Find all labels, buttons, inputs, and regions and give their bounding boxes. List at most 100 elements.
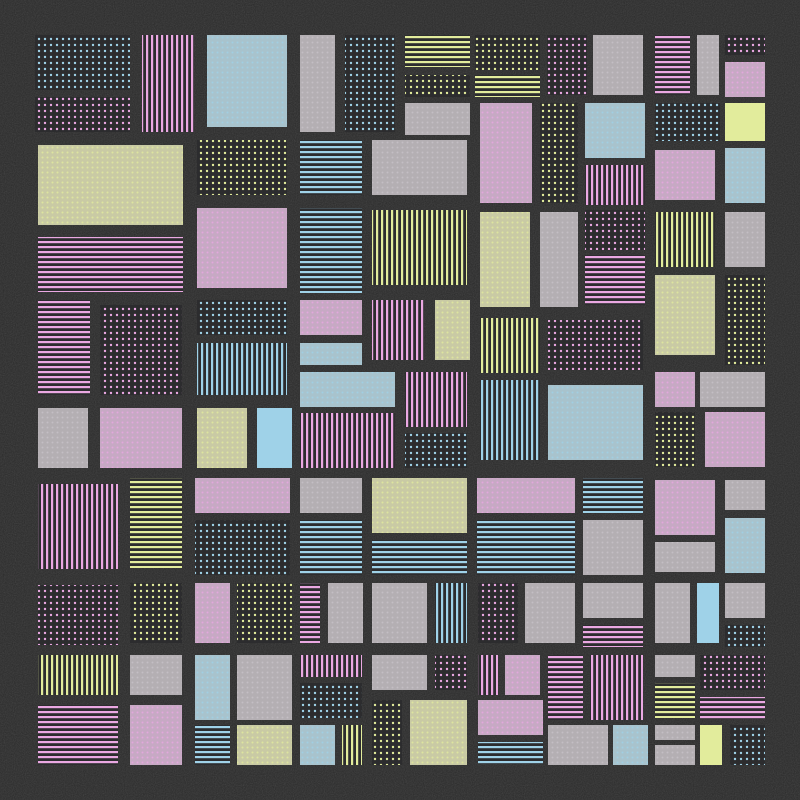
tile-blue-horizontal-lines — [195, 725, 230, 765]
tile-pink-vertical-lines — [300, 413, 395, 468]
tile-blue-dotted-fill — [585, 103, 645, 158]
tile-blue-solid — [697, 583, 719, 643]
tile-pink-dotted-fill — [655, 480, 715, 535]
tile-pink-vertical-lines — [142, 35, 194, 132]
tile-pink-dots — [478, 583, 518, 643]
tile-yellow-dots — [237, 583, 292, 643]
tile-yellow-dots — [655, 412, 695, 467]
tile-yellow-dotted-fill — [410, 700, 467, 765]
tile-blue-dotted-fill — [548, 385, 643, 460]
tile-yellow-horizontal-lines — [130, 478, 182, 568]
tile-pink-dots — [585, 210, 645, 250]
tile-yellow-dotted-fill — [237, 725, 292, 765]
tile-gray-dotted-fill — [540, 212, 578, 307]
tile-gray-dotted-fill — [300, 478, 362, 513]
tile-blue-horizontal-lines — [477, 520, 575, 575]
tile-blue-dotted-fill — [195, 655, 230, 720]
tile-blue-dotted-fill — [207, 35, 287, 127]
tile-yellow-horizontal-lines — [475, 75, 540, 97]
tile-pink-dotted-fill — [655, 372, 695, 407]
tile-yellow-dotted-fill — [655, 275, 715, 355]
tile-blue-vertical-lines — [480, 380, 540, 460]
tile-blue-dotted-fill — [300, 372, 395, 407]
tile-gray-dotted-fill — [725, 480, 765, 510]
tile-yellow-horizontal-lines — [405, 35, 470, 67]
tile-blue-horizontal-lines — [372, 540, 467, 575]
tile-yellow-dots — [197, 140, 287, 195]
tile-gray-dotted-fill — [328, 583, 363, 643]
tile-gray-dotted-fill — [655, 542, 715, 572]
tile-blue-dots — [725, 625, 765, 647]
tile-yellow-dots — [405, 75, 470, 97]
tile-blue-horizontal-lines — [300, 208, 362, 293]
tile-gray-dotted-fill — [372, 140, 467, 195]
tile-blue-dotted-fill — [725, 148, 765, 203]
tile-pink-dotted-fill — [725, 62, 765, 97]
tile-blue-horizontal-lines — [478, 742, 543, 764]
tile-pink-dots — [38, 585, 118, 645]
tile-blue-dots — [35, 35, 130, 90]
tile-gray-dotted-fill — [372, 583, 427, 643]
tile-yellow-dotted-fill — [197, 408, 247, 468]
tile-yellow-solid — [725, 103, 765, 141]
tile-gray-dotted-fill — [372, 655, 427, 690]
tile-pink-horizontal-lines — [583, 625, 643, 647]
tile-yellow-dotted-fill — [38, 145, 183, 225]
tile-blue-dotted-fill — [725, 518, 765, 573]
tile-pink-vertical-lines — [300, 655, 362, 677]
tile-pink-horizontal-lines — [700, 697, 765, 719]
tile-blue-dotted-fill — [300, 725, 335, 765]
tile-pink-vertical-lines — [478, 655, 498, 695]
tile-yellow-dots — [475, 35, 540, 70]
tile-blue-dots — [405, 433, 467, 468]
tile-yellow-horizontal-lines — [655, 683, 695, 718]
tile-yellow-vertical-lines — [480, 318, 540, 373]
tile-pink-horizontal-lines — [548, 655, 583, 720]
tile-pink-dotted-fill — [655, 150, 715, 200]
tile-gray-dotted-fill — [548, 725, 608, 765]
tile-gray-dotted-fill — [405, 103, 470, 135]
tile-blue-solid — [257, 408, 292, 468]
tile-pink-horizontal-lines — [585, 255, 645, 305]
tile-pink-dotted-fill — [195, 583, 230, 643]
tile-yellow-dotted-fill — [480, 212, 530, 307]
tile-pink-dotted-fill — [197, 208, 287, 288]
tile-gray-dotted-fill — [655, 745, 695, 765]
tile-yellow-dotted-fill — [372, 478, 467, 533]
tile-gray-dotted-fill — [237, 655, 292, 720]
tile-pink-dotted-fill — [480, 103, 532, 203]
tile-yellow-vertical-lines — [655, 212, 715, 267]
tile-blue-horizontal-lines — [583, 478, 643, 513]
tile-pink-dots — [35, 97, 130, 132]
tile-gray-dotted-fill — [655, 655, 695, 677]
tile-pink-dotted-fill — [505, 655, 540, 695]
tile-yellow-solid — [700, 725, 722, 765]
tile-blue-vertical-lines — [197, 343, 287, 395]
tile-gray-dotted-fill — [655, 583, 690, 643]
tile-pink-dots — [725, 35, 765, 55]
tile-pink-dotted-fill — [478, 700, 543, 735]
tile-gray-dotted-fill — [725, 583, 765, 618]
tile-pink-vertical-lines — [372, 300, 424, 360]
tile-yellow-dotted-fill — [435, 300, 470, 360]
tile-pink-vertical-lines — [38, 484, 118, 569]
tile-gray-dotted-fill — [583, 583, 643, 618]
tile-gray-dotted-fill — [525, 583, 575, 643]
tile-pink-horizontal-lines — [38, 705, 118, 765]
tile-blue-dots — [655, 103, 720, 141]
tile-pink-dots — [548, 320, 643, 370]
tile-pink-dotted-fill — [477, 478, 575, 513]
tile-gray-dotted-fill — [38, 408, 88, 468]
tile-gray-dotted-fill — [130, 655, 182, 695]
tile-pink-dotted-fill — [705, 412, 765, 467]
tile-pink-dotted-fill — [195, 478, 290, 513]
tile-yellow-dots — [725, 275, 765, 365]
tile-blue-dots — [345, 35, 395, 132]
tile-pink-dots — [547, 35, 587, 95]
tile-blue-horizontal-lines — [300, 140, 362, 195]
tile-blue-dots — [730, 725, 765, 765]
tile-pink-horizontal-lines — [655, 35, 690, 95]
tile-grid — [35, 35, 765, 765]
tile-gray-dotted-fill — [593, 35, 643, 95]
